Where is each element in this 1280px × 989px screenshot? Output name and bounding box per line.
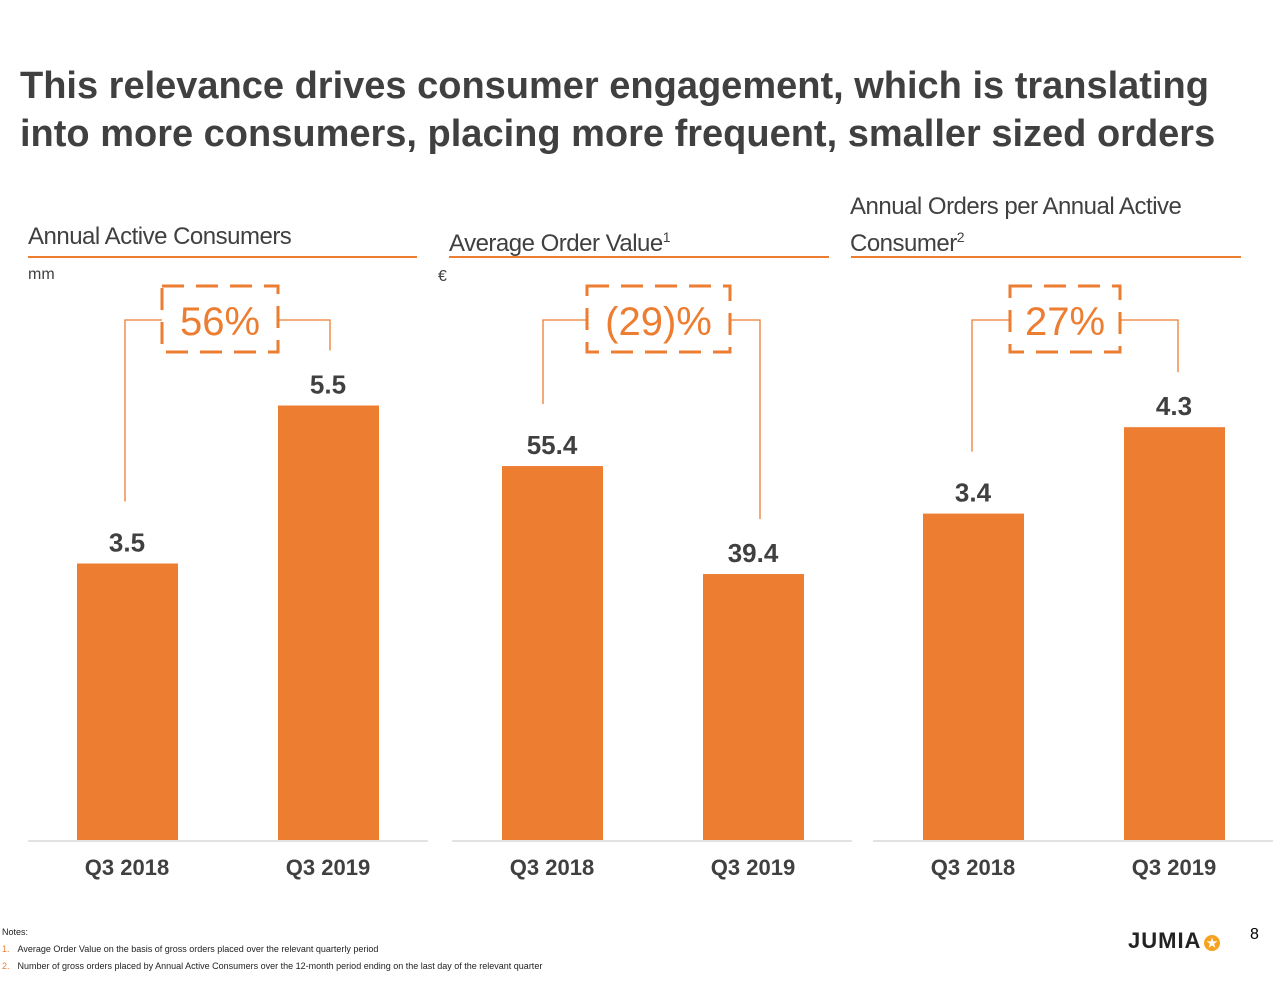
change-box — [160, 284, 280, 354]
change-label: (29)% — [605, 300, 712, 344]
change-label: 27% — [1025, 300, 1105, 344]
divider — [449, 256, 829, 258]
data-label: 5.5 — [310, 370, 346, 400]
panel-title-consumers: Annual Active Consumers — [28, 223, 292, 250]
tick-label: Q3 2019 — [711, 855, 795, 880]
notes: Notes: 1. Average Order Value on the basi… — [2, 924, 542, 975]
bar — [703, 574, 804, 840]
bar — [502, 466, 603, 840]
data-label: 3.4 — [955, 478, 992, 508]
tick-label: Q3 2019 — [1132, 855, 1216, 880]
divider — [851, 256, 1241, 258]
title-line-1: This relevance drives consumer engagemen… — [20, 65, 1209, 107]
bar — [77, 563, 178, 840]
data-label: 55.4 — [527, 430, 578, 460]
unit-label: € — [438, 268, 447, 285]
change-label: 56% — [180, 300, 260, 344]
tick-label: Q3 2018 — [510, 855, 594, 880]
page-title: This relevance drives consumer engagemen… — [20, 62, 1215, 158]
bracket-line — [1120, 319, 1179, 373]
panel-title-orders: Annual Orders per Annual Active Consumer2 — [850, 193, 1182, 257]
unit-label: mm — [28, 266, 55, 283]
change-box — [1008, 284, 1122, 354]
bracket-line — [730, 319, 761, 520]
bracket-line — [971, 319, 1010, 452]
notes-heading: Notes: — [2, 927, 29, 937]
title-line-2: into more consumers, placing more freque… — [20, 113, 1216, 155]
star-icon: ★ — [1204, 935, 1221, 951]
bar — [923, 513, 1024, 840]
note-2: 2. Number of gross orders placed by Annua… — [2, 961, 543, 971]
bracket-line — [542, 319, 587, 405]
panel-title-aov: Average Order Value1 — [449, 229, 671, 257]
bar-charts: 3.5 Q3 2018 5.5 Q3 2019 56% 55.4 Q3 2018 39.4 Q3… — [28, 284, 1273, 880]
divider — [28, 256, 417, 258]
note-1: 1. Average Order Value on the basis of gr… — [2, 944, 379, 954]
tick-label: Q3 2018 — [931, 855, 1015, 880]
tick-label: Q3 2019 — [286, 855, 370, 880]
jumia-logo: JUMIA ★ — [1128, 928, 1221, 954]
change-box — [585, 284, 732, 354]
data-label: 4.3 — [1156, 391, 1192, 421]
data-label: 3.5 — [109, 528, 145, 558]
bracket-line — [124, 319, 162, 502]
tick-label: Q3 2018 — [85, 855, 169, 880]
bar — [1124, 427, 1225, 840]
page-number: 8 — [1250, 926, 1259, 943]
bracket-line — [278, 319, 331, 351]
bar — [278, 405, 379, 840]
data-label: 39.4 — [728, 538, 779, 568]
